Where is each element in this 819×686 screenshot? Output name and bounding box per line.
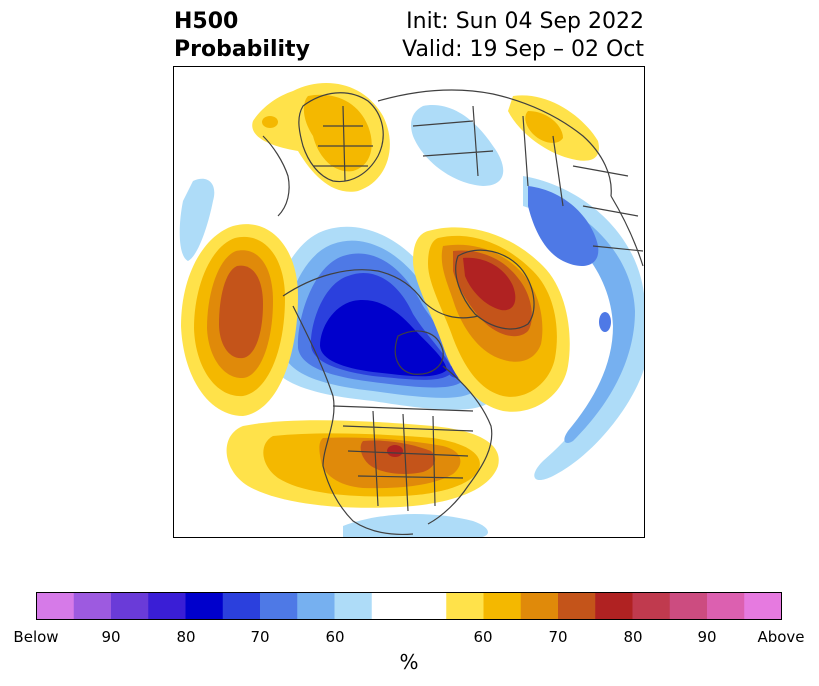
colorbar-segment — [446, 592, 484, 620]
colorbar-segment — [632, 592, 671, 620]
date-info: Init: Sun 04 Sep 2022 Valid: 19 Sep – 02… — [402, 8, 644, 64]
colorbar-tick-80-below: 80 — [176, 628, 196, 646]
colorbar-tick-70-below: 70 — [250, 628, 270, 646]
title-line-1: H500 — [174, 9, 239, 34]
colorbar-segment — [744, 592, 782, 620]
colorbar-segment — [669, 592, 708, 620]
colorbar-segment — [222, 592, 261, 620]
colorbar-frame — [36, 592, 782, 620]
colorbar-tick-below: Below — [13, 628, 59, 646]
colorbar-tick-80-above: 80 — [623, 628, 643, 646]
colorbar-segment — [111, 592, 149, 620]
colorbar-segment — [185, 592, 224, 620]
colorbar-tick-60-below: 60 — [325, 628, 345, 646]
colorbar-tick-90-above: 90 — [697, 628, 717, 646]
colorbar-segment — [707, 592, 745, 620]
valid-date: Valid: 19 Sep – 02 Oct — [402, 37, 644, 62]
colorbar-segment — [409, 592, 447, 620]
colorbar-segment — [595, 592, 633, 620]
coastlines-and-borders — [262, 89, 644, 536]
above-normal-shading — [181, 83, 599, 508]
probability-map — [173, 66, 645, 538]
colorbar-segment — [558, 592, 596, 620]
colorbar-segment — [371, 592, 410, 620]
colorbar-tick-70-above: 70 — [548, 628, 568, 646]
colorbar — [36, 592, 782, 620]
colorbar-tick-90-below: 90 — [101, 628, 121, 646]
colorbar-segment — [334, 592, 373, 620]
colorbar-unit-label: % — [399, 650, 419, 674]
title-line-2: Probability — [174, 37, 310, 62]
init-date: Init: Sun 04 Sep 2022 — [406, 9, 644, 34]
colorbar-tick-60-above: 60 — [473, 628, 493, 646]
colorbar-segment — [483, 592, 522, 620]
colorbar-segment — [36, 592, 75, 620]
colorbar-segment — [297, 592, 335, 620]
colorbar-segment — [260, 592, 298, 620]
colorbar-tick-above: Above — [757, 628, 805, 646]
colorbar-segment — [148, 592, 186, 620]
colorbar-segment — [73, 592, 112, 620]
map-frame — [173, 66, 645, 538]
map-title: H500 Probability — [174, 8, 310, 64]
colorbar-segment — [520, 592, 559, 620]
below-normal-shading — [179, 105, 645, 538]
